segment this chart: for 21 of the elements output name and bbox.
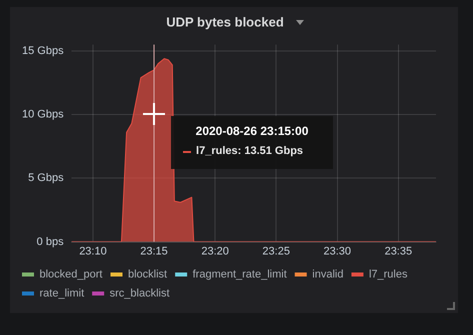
x-tick-label: 23:25 <box>262 245 290 258</box>
x-tick-label: 23:10 <box>79 245 107 258</box>
legend-label: l7_rules <box>368 268 408 281</box>
chart-title: UDP bytes blocked <box>166 14 284 30</box>
tooltip-box: 2020-08-26 23:15:00 l7_rules: 13.51 Gbps <box>171 116 334 169</box>
annotation: l7_rules: 13.51 Gbps <box>195 144 304 157</box>
legend-label: src_blacklist <box>110 288 170 300</box>
y-tick-label: 5 Gbps <box>28 172 64 184</box>
y-tick-label: 10 Gbps <box>22 108 64 121</box>
legend-label: blocklist <box>128 268 168 281</box>
x-tick-label: 23:30 <box>323 245 352 258</box>
x-tick-label: 23:15 <box>140 245 168 258</box>
x-tick-label: 23:20 <box>201 245 229 258</box>
legend-label: invalid <box>312 268 344 281</box>
legend-label: rate_limit <box>40 288 84 300</box>
legend-label: blocked_port <box>40 268 102 281</box>
legend-label: fragment_rate_limit <box>192 268 287 281</box>
y-tick-label: 0 bps <box>36 236 64 248</box>
y-tick-label: 15 Gbps <box>22 44 64 57</box>
x-tick-label: 23:35 <box>384 245 412 258</box>
annotation: 2020-08-26 23:15:00 <box>194 124 310 138</box>
